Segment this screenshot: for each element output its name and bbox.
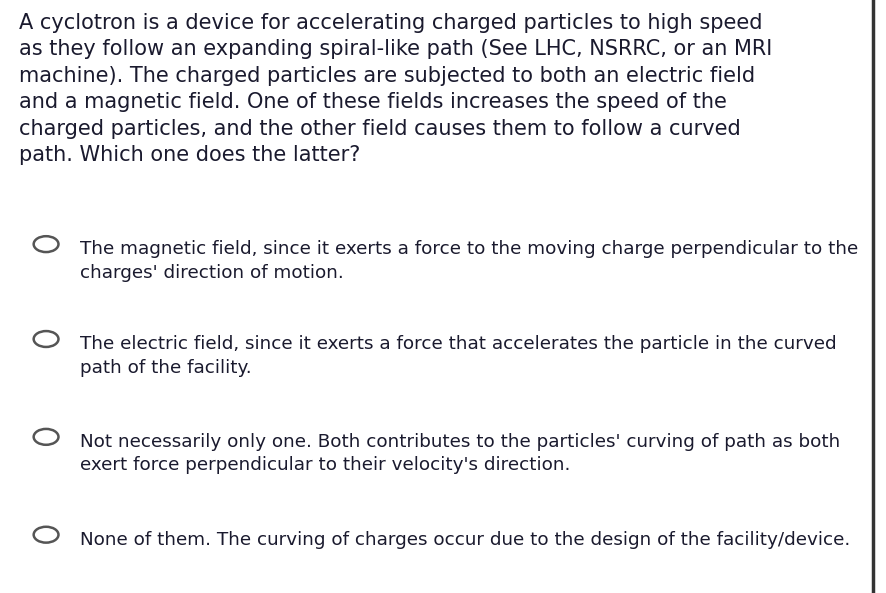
Text: A cyclotron is a device for accelerating charged particles to high speed
as they: A cyclotron is a device for accelerating… bbox=[19, 13, 773, 165]
Text: The electric field, since it exerts a force that accelerates the particle in the: The electric field, since it exerts a fo… bbox=[80, 335, 836, 377]
Text: The magnetic field, since it exerts a force to the moving charge perpendicular t: The magnetic field, since it exerts a fo… bbox=[80, 240, 858, 282]
Text: None of them. The curving of charges occur due to the design of the facility/dev: None of them. The curving of charges occ… bbox=[80, 531, 850, 549]
Text: Not necessarily only one. Both contributes to the particles' curving of path as : Not necessarily only one. Both contribut… bbox=[80, 433, 840, 474]
